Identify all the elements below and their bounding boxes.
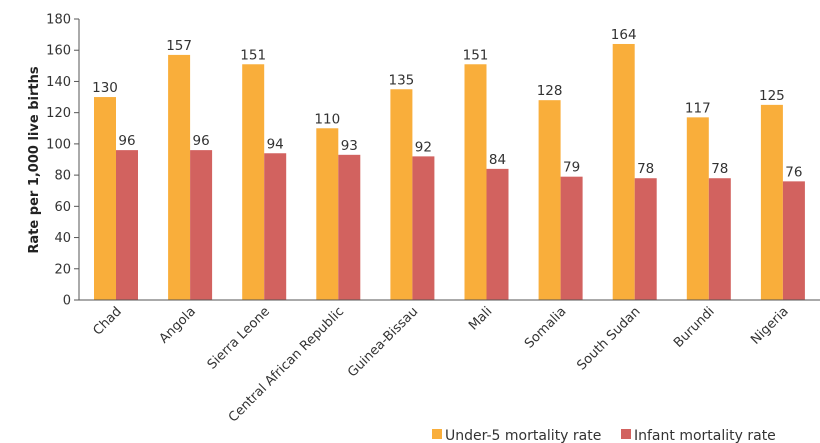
- legend: Under-5 mortality rate Infant mortality …: [432, 428, 776, 443]
- data-label: 128: [537, 83, 563, 99]
- bar-under5: [390, 89, 413, 300]
- bar-infant: [486, 168, 509, 300]
- legend-swatch-under5: [432, 429, 442, 439]
- data-label: 157: [166, 38, 192, 54]
- y-tick-label: 60: [54, 200, 71, 215]
- data-label: 78: [637, 161, 654, 177]
- data-label: 125: [759, 88, 785, 104]
- y-tick-label: 40: [54, 231, 71, 246]
- bar-under5: [538, 100, 561, 300]
- data-label: 92: [415, 139, 432, 155]
- x-tick-label: Mali: [466, 304, 495, 333]
- bar-under5: [464, 64, 487, 301]
- y-tick-label: 80: [54, 169, 71, 184]
- y-tick-label: 0: [63, 294, 71, 309]
- bar-infant: [338, 154, 361, 300]
- bar-under5: [612, 43, 635, 300]
- data-label: 110: [314, 111, 340, 127]
- x-tick-label: Burundi: [671, 304, 718, 351]
- bar-under5: [760, 104, 783, 300]
- y-tick-label: 20: [54, 262, 71, 277]
- data-label: 96: [118, 133, 135, 149]
- data-label: 130: [92, 80, 118, 96]
- bar-under5: [242, 64, 265, 301]
- legend-swatch-infant: [621, 429, 631, 439]
- data-label: 164: [611, 27, 637, 43]
- bar-infant: [264, 153, 287, 300]
- data-label: 84: [489, 152, 506, 168]
- data-label: 96: [193, 133, 210, 149]
- legend-label-under5: Under-5 mortality rate: [445, 428, 601, 443]
- x-tick-label: Chad: [91, 304, 125, 338]
- bar-infant: [190, 150, 213, 300]
- y-tick-label: 140: [46, 75, 71, 90]
- legend-label-infant: Infant mortality rate: [634, 428, 776, 443]
- bar-under5: [686, 117, 709, 300]
- bar-under5: [168, 54, 191, 301]
- bars: [94, 43, 805, 301]
- y-axis-title: Rate per 1,000 live births: [27, 66, 42, 253]
- data-label: 93: [341, 138, 358, 154]
- x-tick-label: Sierra Leone: [205, 304, 273, 372]
- bar-infant: [782, 181, 805, 300]
- x-tick-label: Somalia: [522, 304, 569, 351]
- data-label: 94: [267, 136, 284, 152]
- data-label: 76: [785, 164, 802, 180]
- bar-infant: [116, 150, 138, 300]
- bar-under5: [94, 97, 116, 300]
- y-tick-label: 120: [46, 106, 71, 121]
- x-tick-label: Nigeria: [748, 304, 791, 347]
- y-tick-label: 160: [46, 44, 71, 59]
- bar-infant: [708, 178, 731, 300]
- bar-infant: [412, 156, 435, 300]
- data-label: 151: [463, 47, 489, 63]
- data-label: 78: [711, 161, 728, 177]
- x-tick-label: South Sudan: [574, 304, 643, 373]
- y-axis-ticks: 0 20 40 60 80 100 120 140 160 180: [46, 13, 79, 309]
- x-tick-label: Guinea-Bissau: [345, 304, 421, 380]
- bar-under5: [316, 128, 339, 300]
- y-tick-label: 100: [46, 137, 71, 152]
- y-tick-label: 180: [46, 13, 71, 28]
- data-label: 79: [563, 160, 580, 176]
- x-tick-label: Angola: [157, 304, 199, 346]
- data-label: 117: [685, 100, 711, 116]
- bar-infant: [634, 178, 657, 300]
- data-label: 135: [389, 72, 415, 88]
- bar-infant: [560, 176, 583, 300]
- data-label: 151: [240, 47, 266, 63]
